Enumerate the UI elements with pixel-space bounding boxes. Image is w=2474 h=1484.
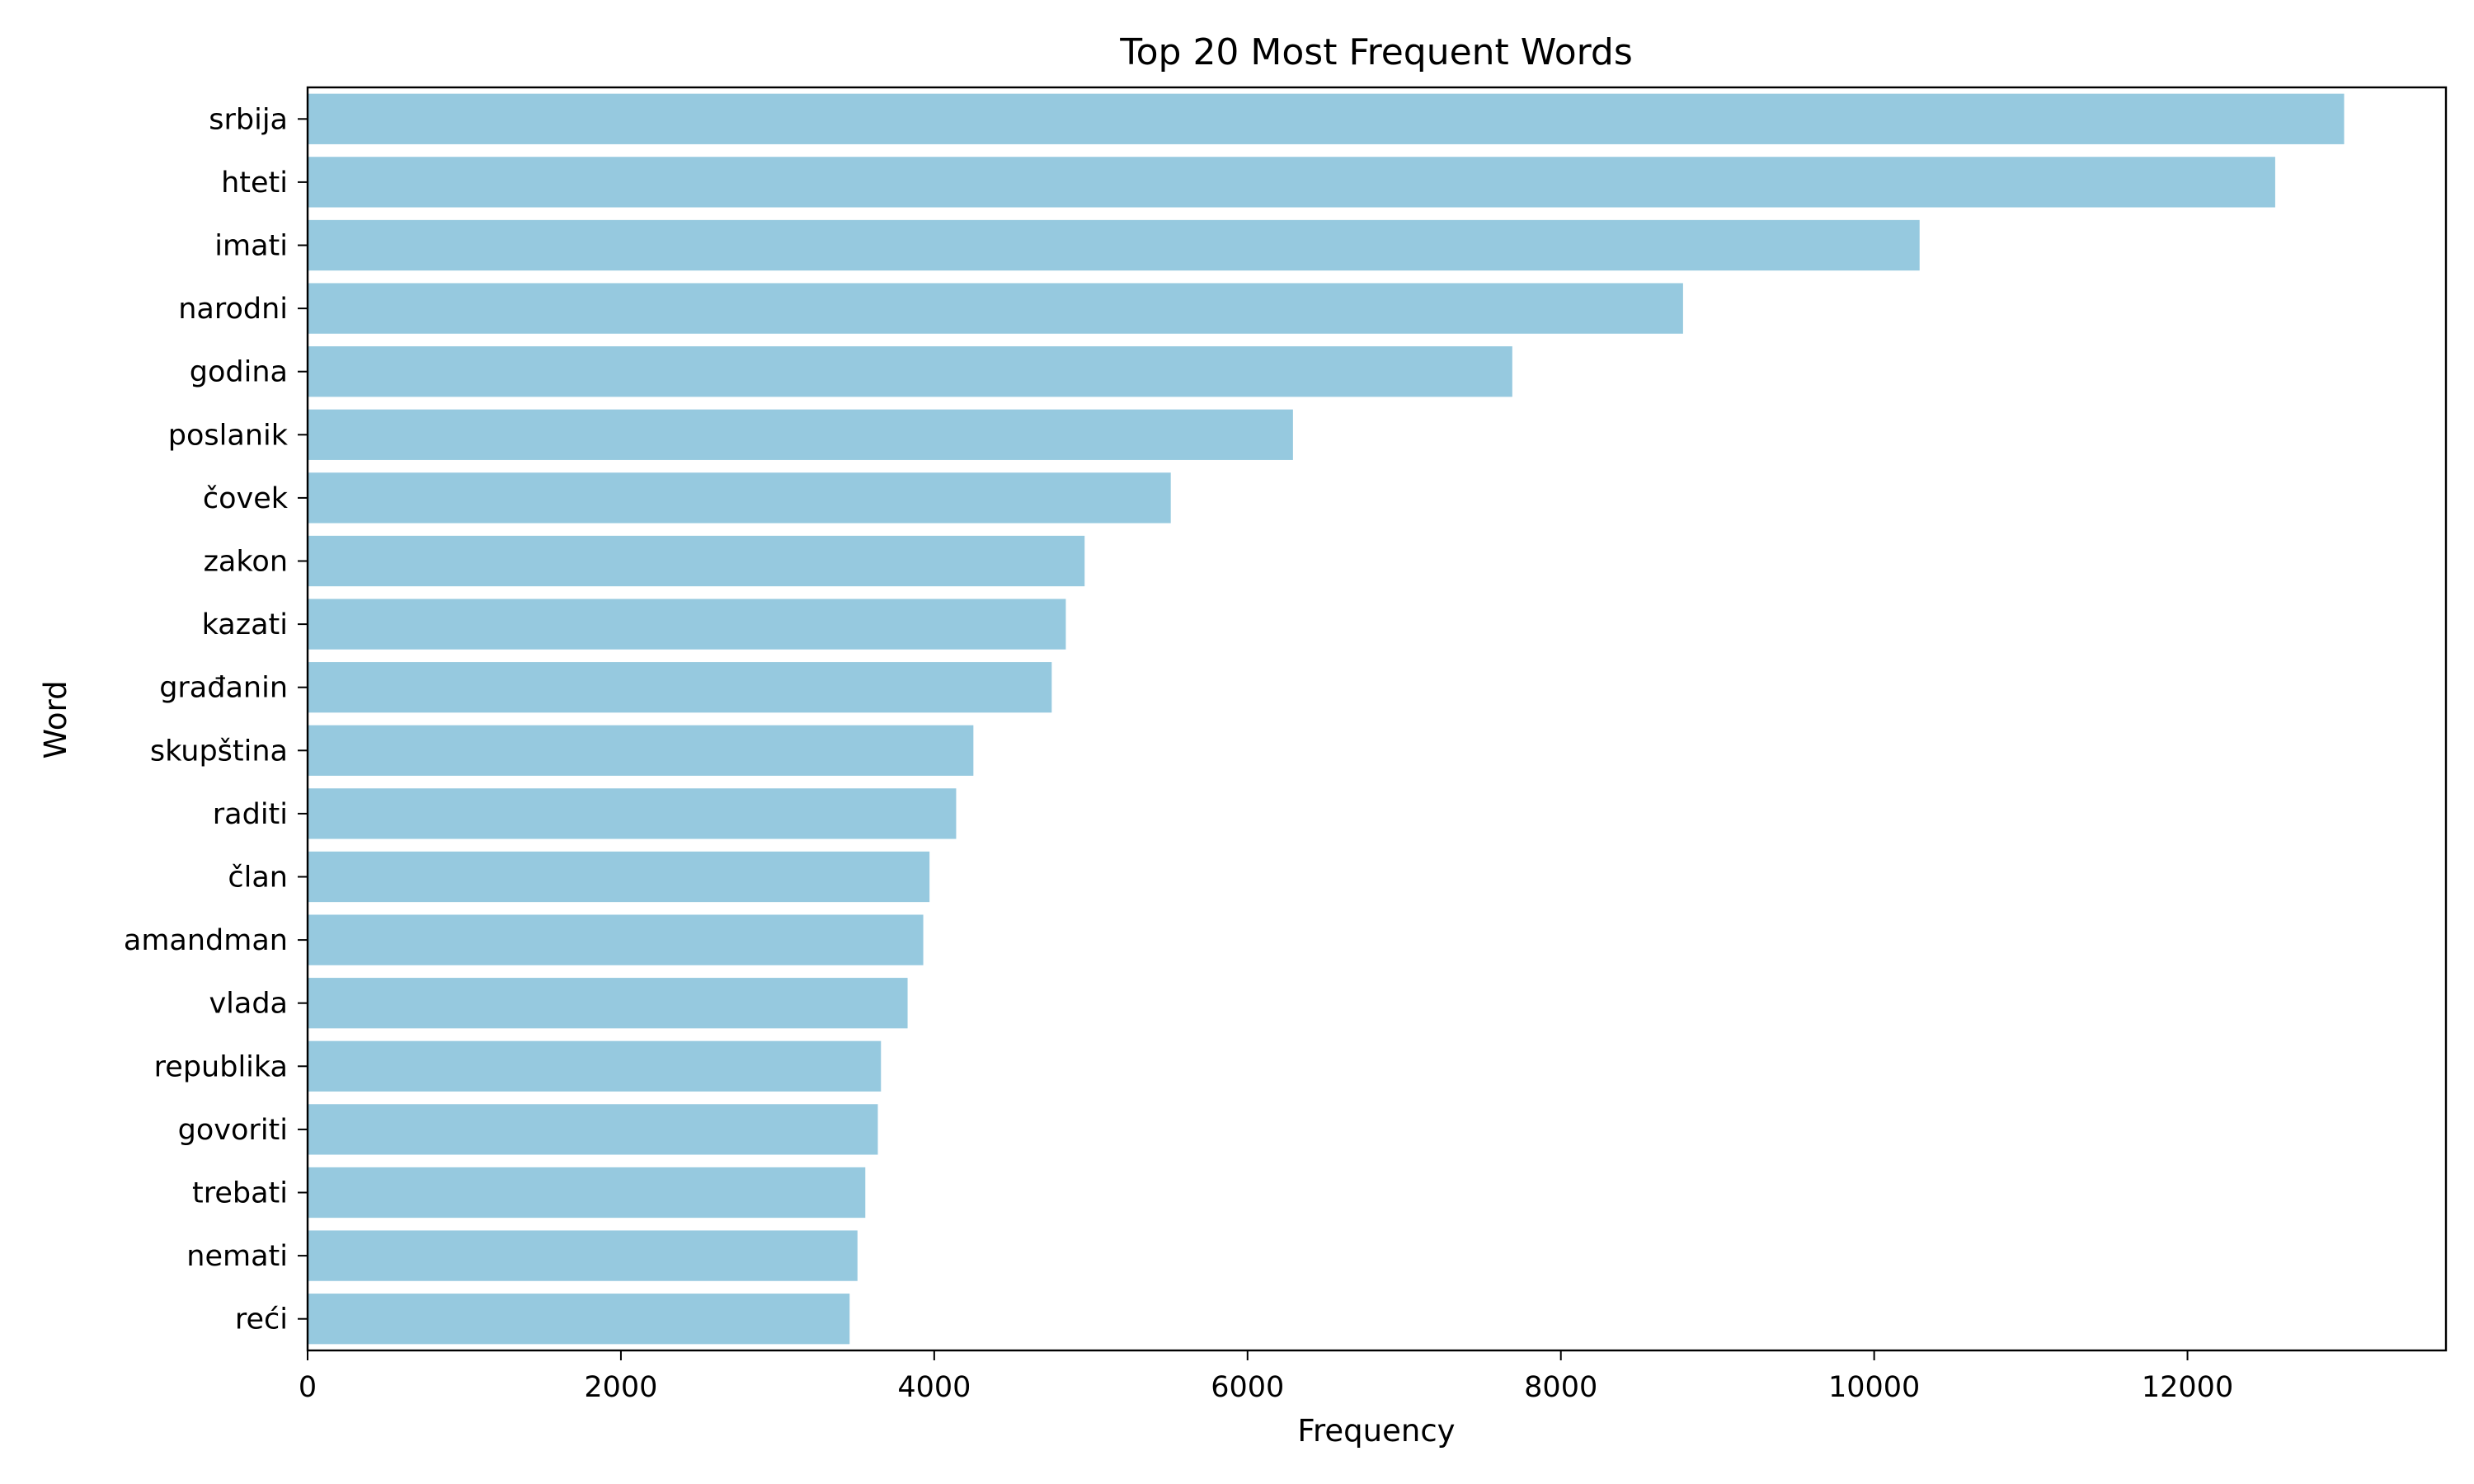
y-tick-label: hteti xyxy=(221,167,288,200)
x-tick-label: 2000 xyxy=(584,1371,657,1404)
x-tick-label: 0 xyxy=(299,1371,317,1404)
x-tick-label: 12000 xyxy=(2142,1371,2233,1404)
y-tick-label: član xyxy=(228,862,288,895)
x-ticks-group: 0 2000 4000 6000 8000 10000 12000 xyxy=(299,1350,2233,1404)
bar-2 xyxy=(308,219,1920,271)
y-tick-label: vlada xyxy=(209,988,288,1021)
bar-5 xyxy=(308,409,1293,460)
y-tick-label: građanin xyxy=(159,672,288,705)
bar-18 xyxy=(308,1230,858,1281)
y-tick-label: kazati xyxy=(202,608,288,641)
bar-13 xyxy=(308,914,924,965)
y-tick-label: amandman xyxy=(124,924,288,957)
bar-0 xyxy=(308,93,2345,144)
bar-15 xyxy=(308,1040,882,1092)
bar-8 xyxy=(308,599,1066,650)
y-tick-label: republika xyxy=(154,1050,288,1083)
y-tick-label: zakon xyxy=(204,546,288,579)
x-tick-label: 4000 xyxy=(897,1371,971,1404)
chart-title: Top 20 Most Frequent Words xyxy=(1119,31,1633,73)
bar-1 xyxy=(308,157,2275,208)
x-tick-label: 10000 xyxy=(1828,1371,1920,1404)
y-tick-label: raditi xyxy=(213,798,288,831)
bar-19 xyxy=(308,1294,850,1345)
x-tick-label: 8000 xyxy=(1524,1371,1597,1404)
plot-frame xyxy=(306,86,2448,1352)
bar-9 xyxy=(308,662,1052,713)
bar-11 xyxy=(308,788,957,839)
y-tick-label: poslanik xyxy=(168,419,289,452)
bars-group xyxy=(308,93,2345,1345)
y-tick-label: trebati xyxy=(192,1177,288,1210)
y-ticks-group: srbija hteti imati narodni godina poslanik čov… xyxy=(124,103,308,1336)
y-tick-label: čovek xyxy=(203,482,289,515)
y-tick-label: srbija xyxy=(209,103,288,136)
y-tick-label: narodni xyxy=(178,293,288,326)
bar-16 xyxy=(308,1104,878,1155)
y-tick-label: nemati xyxy=(186,1240,288,1273)
bar-3 xyxy=(308,283,1683,334)
x-tick-label: 6000 xyxy=(1211,1371,1284,1404)
bar-4 xyxy=(308,346,1512,397)
bar-7 xyxy=(308,535,1085,587)
y-tick-label: govoriti xyxy=(178,1114,288,1147)
y-tick-label: godina xyxy=(190,356,288,389)
bar-17 xyxy=(308,1167,866,1219)
bar-6 xyxy=(308,472,1171,524)
y-tick-label: skupština xyxy=(150,735,288,768)
bar-10 xyxy=(308,725,974,776)
x-axis-label: Frequency xyxy=(1297,1413,1455,1449)
bar-14 xyxy=(308,978,908,1029)
y-tick-label: imati xyxy=(214,230,288,263)
bar-12 xyxy=(308,851,930,903)
y-axis-label: Word xyxy=(38,680,73,758)
y-tick-label: reći xyxy=(235,1303,288,1336)
